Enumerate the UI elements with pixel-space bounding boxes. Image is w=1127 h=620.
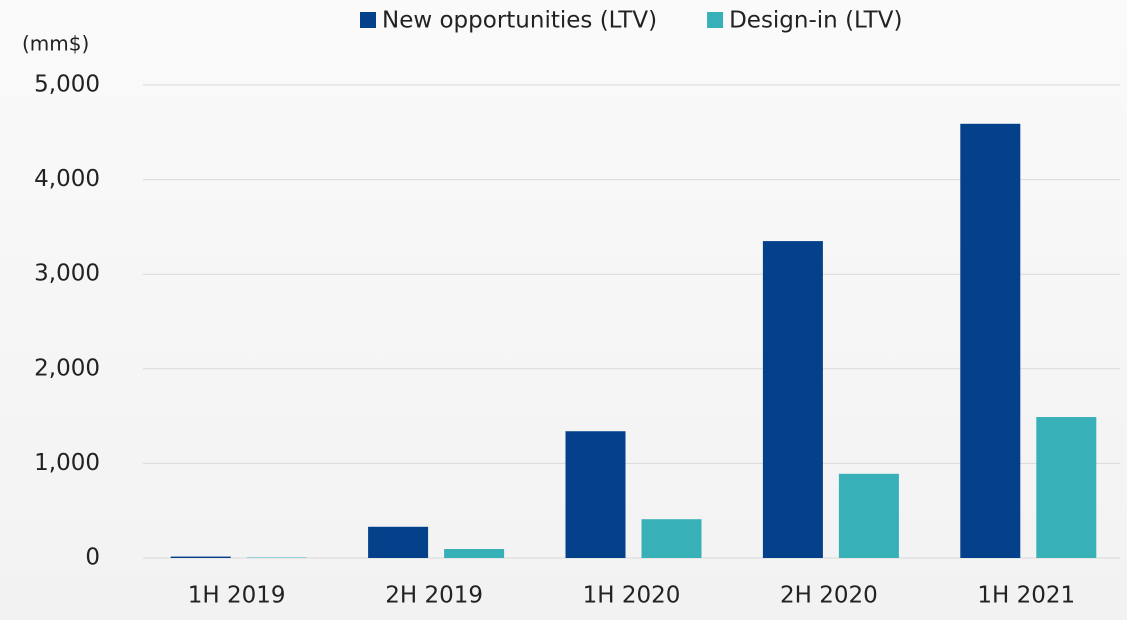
- bar: [838, 473, 899, 558]
- legend-swatch: [707, 12, 724, 28]
- legend-label: Design-in (LTV): [729, 8, 902, 34]
- y-tick-label: 4,000: [34, 166, 100, 192]
- x-tick-label: 1H 2020: [583, 583, 681, 609]
- y-tick-label: 1,000: [34, 450, 100, 476]
- legend-label: New opportunities (LTV): [382, 8, 657, 34]
- y-tick-label: 3,000: [34, 261, 100, 287]
- bar: [368, 526, 429, 558]
- y-tick-label: 0: [85, 545, 100, 571]
- x-tick-label: 1H 2019: [188, 583, 286, 609]
- y-tick-label: 2,000: [34, 355, 100, 381]
- y-axis-label: (mm$): [22, 32, 89, 56]
- bar: [565, 431, 626, 558]
- bar: [960, 123, 1021, 558]
- y-tick-label: 5,000: [34, 72, 100, 98]
- x-tick-label: 1H 2021: [977, 583, 1075, 609]
- legend-swatch: [360, 12, 376, 28]
- bar: [170, 556, 231, 558]
- bar: [444, 549, 505, 558]
- x-tick-label: 2H 2019: [385, 583, 483, 609]
- bar: [762, 241, 823, 558]
- bar: [1036, 417, 1097, 558]
- x-tick-label: 2H 2020: [780, 583, 878, 609]
- bar: [641, 519, 702, 558]
